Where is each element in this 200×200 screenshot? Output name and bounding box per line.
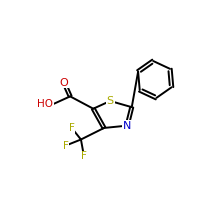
- Text: O: O: [60, 78, 68, 88]
- Text: F: F: [63, 141, 68, 151]
- Text: S: S: [107, 96, 114, 106]
- Text: HO: HO: [37, 99, 53, 109]
- Text: F: F: [69, 123, 75, 133]
- Text: N: N: [123, 121, 131, 131]
- Text: F: F: [81, 151, 87, 161]
